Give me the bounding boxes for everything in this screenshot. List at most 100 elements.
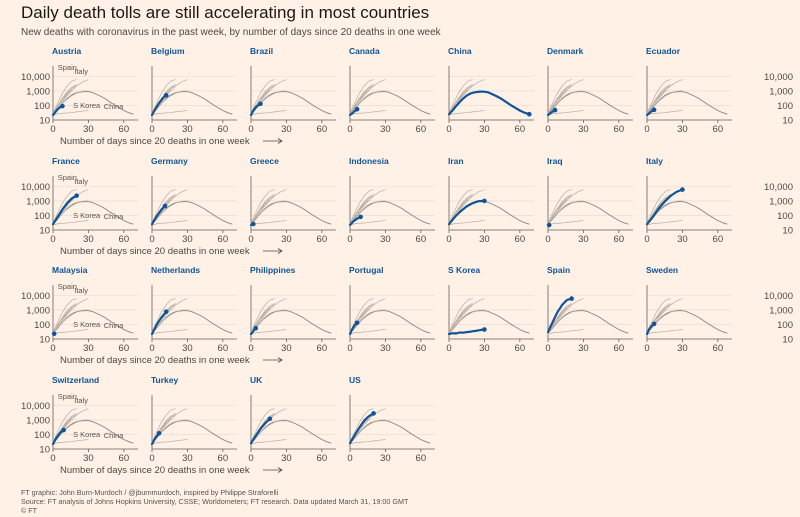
x-tick-label: 60 (713, 234, 724, 245)
context-line-germany (349, 205, 364, 225)
context-line-s-korea (250, 439, 287, 445)
context-line-italy (250, 408, 287, 444)
context-line-s-korea (151, 329, 188, 335)
x-tick-label: 0 (545, 124, 550, 135)
x-tick-label: 0 (347, 234, 352, 245)
context-line-iran (448, 309, 485, 334)
series-line-spain (546, 297, 573, 334)
series-endpoint-france (74, 193, 79, 198)
context-line-iran (151, 309, 188, 334)
x-tick-label: 0 (644, 234, 649, 245)
y-tick-label: 1,000 (26, 196, 50, 207)
y-tick-label: 10,000 (21, 182, 50, 193)
country-label-china: China (448, 46, 472, 56)
context-line-s-korea (349, 329, 386, 335)
context-line-spain (646, 189, 671, 224)
x-tick-label: 60 (614, 343, 625, 354)
x-tick-label: 60 (119, 124, 130, 135)
y-tick-label: 10 (39, 116, 50, 127)
y-tick-label: 100 (34, 211, 50, 222)
x-axis-label: Number of days since 20 deaths in one we… (60, 355, 250, 366)
x-tick-label: 0 (446, 234, 451, 245)
x-tick-label: 60 (119, 343, 130, 354)
context-line-italy (151, 298, 188, 334)
y-tick-label: 1,000 (26, 415, 50, 426)
context-line-spain (547, 79, 572, 114)
context-line-iran (349, 309, 386, 334)
context-line-s-korea (151, 110, 188, 116)
context-line-iran (448, 200, 485, 225)
context-line-italy (448, 298, 485, 334)
x-tick-label: 30 (479, 234, 490, 245)
context-line-s-korea (349, 220, 386, 226)
annotation-skorea: S Korea (73, 320, 101, 329)
y-tick-label: 10,000 (21, 291, 50, 302)
x-tick-label: 60 (218, 124, 229, 135)
context-line-spain (151, 408, 176, 443)
context-line-s-korea (151, 439, 188, 445)
annotation-spain: Spain (58, 173, 77, 182)
series-endpoint-canada (354, 106, 360, 112)
x-tick-label: 60 (713, 124, 724, 135)
context-line-iran (151, 200, 188, 225)
series-endpoint-turkey (156, 431, 162, 436)
context-line-spain (250, 408, 275, 443)
series-endpoint-netherlands (163, 309, 169, 315)
context-line-spain (349, 79, 374, 114)
y-tick-label-right: 10,000 (764, 72, 793, 83)
y-tick-label-right: 1,000 (769, 196, 793, 207)
context-line-s-korea (547, 220, 584, 226)
x-tick-label: 30 (677, 234, 688, 245)
series-line-netherlands (150, 310, 168, 336)
x-axis-arrow-head (277, 138, 283, 144)
x-tick-label: 0 (248, 343, 253, 354)
x-tick-label: 60 (218, 234, 229, 245)
x-tick-label: 60 (218, 343, 229, 354)
y-tick-label-right: 10,000 (764, 291, 793, 302)
annotation-italy: Italy (74, 396, 88, 405)
x-tick-label: 0 (50, 234, 55, 245)
context-line-spain (448, 189, 473, 224)
x-tick-label: 30 (281, 124, 292, 135)
footer-source: Source: FT analysis of Johns Hopkins Uni… (21, 497, 409, 506)
x-tick-label: 0 (149, 234, 154, 245)
context-line-spain (250, 189, 275, 224)
x-tick-label: 60 (515, 124, 526, 135)
annotation-italy: Italy (74, 286, 88, 295)
y-tick-label-right: 10 (782, 116, 793, 127)
context-line-iran (250, 419, 287, 444)
x-tick-label: 0 (248, 234, 253, 245)
x-tick-label: 60 (119, 453, 130, 464)
annotation-italy: Italy (74, 177, 88, 186)
context-line-italy (349, 408, 386, 444)
series-line-belgium (150, 94, 168, 117)
series-endpoint-portugal (354, 320, 360, 326)
context-line-germany (547, 205, 562, 225)
context-line-spain (250, 79, 275, 114)
x-tick-label: 0 (347, 124, 352, 135)
series-endpoint-brazil (258, 101, 263, 107)
x-tick-label: 30 (677, 343, 688, 354)
y-tick-label: 10,000 (21, 72, 50, 83)
x-tick-label: 60 (218, 453, 229, 464)
footer-credit: FT graphic: John Burn-Murdoch / @jburnmu… (21, 488, 279, 497)
series-endpoint-spain (569, 296, 574, 301)
context-line-spain (646, 298, 671, 333)
country-label-canada: Canada (349, 46, 380, 56)
context-line-iran (151, 419, 188, 444)
context-line-spain (151, 189, 176, 224)
context-line-s-korea (646, 220, 683, 226)
country-label-ecuador: Ecuador (646, 46, 681, 56)
series-endpoint-china (526, 111, 532, 117)
country-label-turkey: Turkey (151, 375, 179, 385)
y-tick-label-right: 10,000 (764, 182, 793, 193)
y-tick-label: 100 (34, 101, 50, 112)
x-tick-label: 30 (83, 124, 94, 135)
context-line-s-korea (448, 110, 485, 116)
x-tick-label: 60 (713, 343, 724, 354)
x-tick-label: 0 (347, 453, 352, 464)
x-axis-arrow-head (277, 248, 283, 254)
x-tick-label: 0 (446, 343, 451, 354)
x-tick-label: 30 (380, 453, 391, 464)
